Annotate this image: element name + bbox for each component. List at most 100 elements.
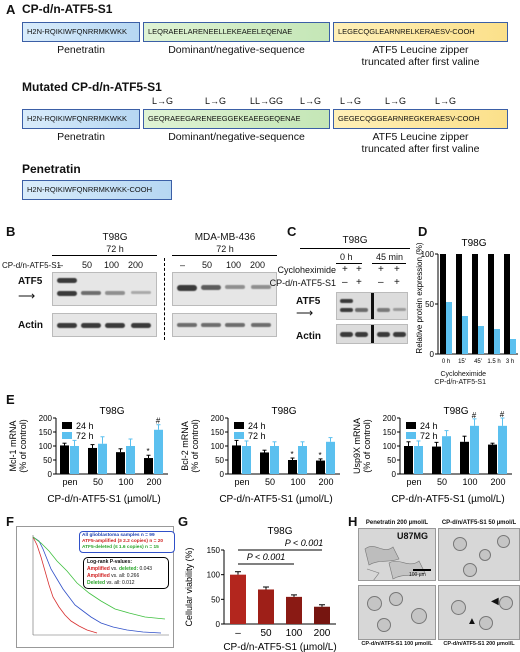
e-xtick-label: 200 (318, 477, 333, 487)
e-ylabel-1: Mcl-1 mRNA (8, 421, 18, 472)
d-marks: 0 50 100 0 h 15' 45' 1.5 h 3 h (421, 250, 518, 365)
e-bar (88, 447, 97, 474)
g-ytick-label: 50 (211, 595, 220, 604)
e-ytick-label: 0 (392, 470, 397, 479)
e-bar (154, 429, 163, 474)
panel-a-title: CP-d/n-ATF5-S1 (22, 2, 113, 16)
e-xtick-label: 50 (93, 477, 103, 487)
e-ylabel-2: (% of control) (362, 419, 372, 473)
d-bar (440, 254, 446, 354)
h-micrograph-3 (358, 585, 436, 640)
d-chx-row-label: Cycloheximide (440, 371, 486, 378)
e-legend-swatch (234, 422, 244, 429)
h-micrograph-2 (438, 528, 520, 581)
b-dose-4: 200 (128, 260, 144, 270)
e-xtick-label: 50 (437, 477, 447, 487)
e-bar (442, 436, 451, 474)
c-cp-sign-2: + (356, 277, 362, 288)
panel-c-label: C (287, 224, 297, 239)
c-cp-sign-1: – (342, 277, 348, 288)
e-xtick-label: 100 (118, 477, 133, 487)
e-bar (298, 446, 307, 474)
h-arrowhead-icon-2: ▲ (467, 616, 477, 627)
g-xlabel: CP-d/n-ATF5-S1 (µmol/L) (223, 642, 336, 652)
g-ylabel: Cellular viability (%) (184, 547, 194, 626)
c-cp-sign-4: + (394, 277, 400, 288)
h-spread-cells (364, 546, 426, 580)
chart-d: T98G Relative protein expression (%) 0 50… (415, 238, 518, 365)
e-bar (414, 446, 423, 474)
logrank-row-2: Amplified vs. all: 0.266 (87, 573, 140, 579)
s1-dn-box: LEQRAEELARENEELLEKEAEELEQENAE (143, 22, 330, 42)
e-xlabel: CP-d/n-ATF5-S1 (µmol/L) (219, 494, 332, 505)
e-mark-star: * (146, 447, 149, 456)
g-bar (314, 606, 330, 624)
panel-a-label: A (6, 2, 16, 17)
e-xtick-label: 100 (462, 477, 477, 487)
e-ytick-label: 200 (39, 414, 53, 423)
c-cell: T98G (342, 235, 368, 246)
mut-arrow-6: L→G (385, 96, 407, 106)
e-ytick-label: 150 (39, 428, 53, 437)
d-ytick-label: 0 (430, 350, 435, 359)
b-left-time: 72 h (106, 244, 124, 254)
b-dose-5: – (180, 260, 186, 270)
e-xlabel: CP-d/n-ATF5-S1 (µmol/L) (47, 494, 160, 505)
e-ytick-label: 0 (220, 470, 225, 479)
legend-amplified: ATF5-amplified (≥ 2.2 copies) n = 20 (82, 539, 164, 544)
b-left-actin-blot (52, 313, 157, 337)
e-mark-star: * (290, 450, 293, 459)
g-ytick-label: 0 (216, 620, 221, 629)
e-legend-label: 72 h (76, 431, 94, 441)
c-actin-label: Actin (296, 331, 321, 342)
e-ylabel-2: (% of control) (190, 419, 200, 473)
g-ytick-label: 150 (207, 546, 221, 555)
b-dose-1: – (58, 260, 64, 270)
g-bar (286, 596, 302, 624)
e-bar (316, 460, 325, 474)
c-actin-blot (336, 324, 408, 344)
e-ytick-label: 200 (211, 414, 225, 423)
c-cp-sign-3: – (378, 277, 384, 288)
pen-title: Penetratin (22, 162, 81, 176)
e-ytick-label: 0 (48, 470, 53, 479)
c-chx-sign-4: + (394, 264, 400, 275)
e-legend-swatch (62, 422, 72, 429)
e-bar (116, 452, 125, 474)
c-chx-sign-2: + (356, 264, 362, 275)
e-legend-label: 72 h (420, 431, 438, 441)
mut-arrow-1: L→G (152, 96, 174, 106)
b-arrow-icon: ⟶ (18, 289, 36, 303)
d-bar (472, 254, 478, 354)
e-legend-label: 72 h (248, 431, 266, 441)
survival-legend: All glioblastoma samples n = 99 ATF5-amp… (79, 531, 175, 553)
d-xtick-label: 45' (474, 359, 482, 365)
b-right-atf5-blot (172, 272, 277, 306)
mut-arrow-4: L→G (300, 96, 322, 106)
e-ytick-label: 150 (383, 428, 397, 437)
e-legend-label: 24 h (76, 421, 94, 431)
mut-penetratin-box: H2N-RQIKIWFQNRRMKWKK (22, 109, 140, 129)
b-actin-label: Actin (18, 320, 43, 331)
s1-dn-caption: Dominant/negative-sequence (168, 44, 305, 56)
e-legend-swatch (234, 432, 244, 439)
e-ytick-label: 50 (43, 456, 52, 465)
c-arrow-icon: ⟶ (296, 306, 314, 320)
chart-e3: T98G Usp9X mRNA (% of control) 0 50 100 150 200… (352, 406, 512, 505)
e-xtick-label: pen (406, 477, 421, 487)
mut-lz-caption-2: truncated after first valine (361, 143, 480, 155)
e-bar (144, 458, 153, 474)
c-t0-rule (336, 263, 362, 264)
e-xtick-label: 200 (146, 477, 161, 487)
e-bar (70, 446, 79, 474)
b-dose-7: 100 (226, 260, 242, 270)
c-t45: 45 min (376, 252, 404, 262)
s1-penetratin-caption: Penetratin (57, 44, 105, 56)
d-bar (446, 302, 452, 354)
d-xtick-label: 0 h (442, 359, 450, 365)
e-xtick-label: 50 (265, 477, 275, 487)
g-bar (258, 589, 274, 624)
c-t45-rule (372, 263, 406, 264)
mut-lz-caption-1: ATF5 Leucine zipper (372, 131, 469, 143)
e-ytick-label: 100 (383, 442, 397, 451)
